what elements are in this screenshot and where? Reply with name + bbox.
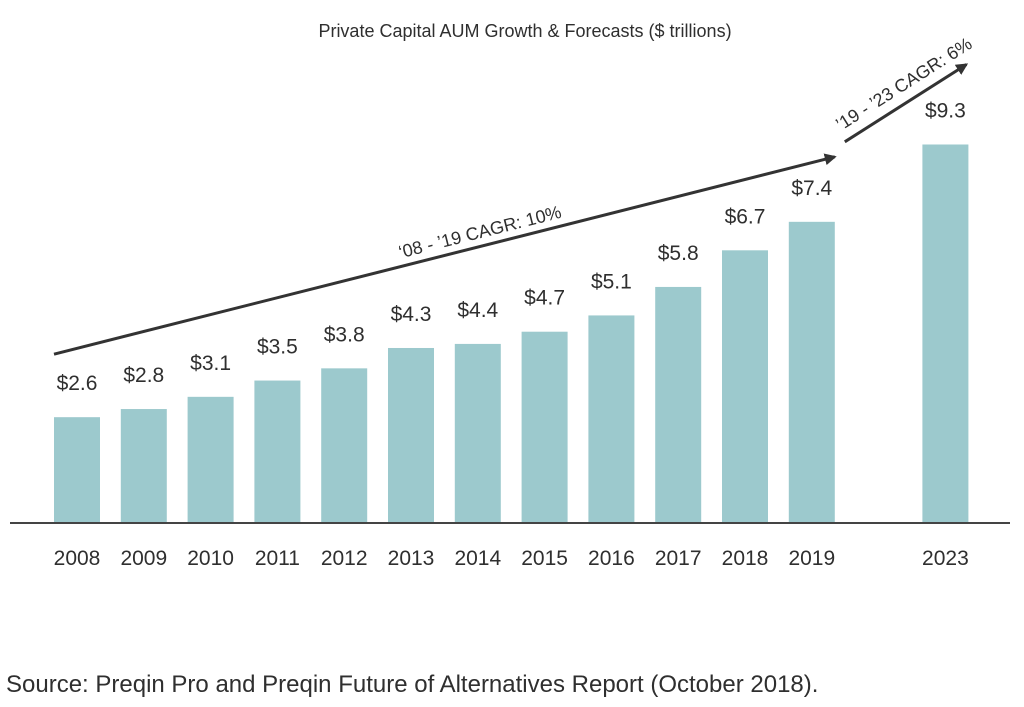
bar-2008 [54,417,100,523]
x-tick-label-2010: 2010 [187,547,234,570]
bar-2018 [722,250,768,523]
value-label-2010: $3.1 [190,352,231,375]
bar-2012 [321,368,368,523]
x-tick-label-2011: 2011 [255,547,300,570]
value-label-2023: $9.3 [925,99,966,122]
x-tick-label-2012: 2012 [321,547,368,570]
x-tick-label-2018: 2018 [722,547,769,570]
x-tick-label-2017: 2017 [655,547,702,570]
value-label-2014: $4.4 [457,299,498,322]
bar-2019 [788,221,835,523]
x-tick-label-2008: 2008 [54,547,101,570]
value-label-2015: $4.7 [524,287,565,310]
bar-2010 [187,396,234,523]
value-label-2008: $2.6 [57,372,98,395]
cagr-arrow-2 [843,63,969,144]
value-label-2016: $5.1 [591,270,632,293]
bar-2017 [655,286,702,523]
value-labels-group: $2.6 $2.8 $3.1 $3.5 $3.8 $4.3 $4.4 $4.7 $5.1 $5.8… [57,99,966,395]
x-tick-labels-group: 2008 2009 2010 2011 2012 2013 2014 2015 2016 2017… [54,547,969,570]
value-label-2017: $5.8 [658,242,699,265]
value-label-2013: $4.3 [391,303,432,326]
bar-2015 [521,331,568,523]
source-note: Source: Preqin Pro and Preqin Future of … [6,671,818,698]
value-label-2019: $7.4 [791,177,832,200]
x-tick-label-2019: 2019 [788,547,835,570]
bar-2011 [254,380,301,523]
bar-2023 [922,144,969,524]
x-tick-label-2015: 2015 [521,547,568,570]
bar-2009 [120,409,167,523]
bar-2016 [588,315,635,523]
value-label-2009: $2.8 [123,364,164,387]
x-tick-label-2009: 2009 [120,547,167,570]
x-tick-label-2014: 2014 [454,547,501,570]
value-label-2011: $3.5 [257,336,298,359]
x-tick-label-2016: 2016 [588,547,635,570]
chart-title: Private Capital AUM Growth & Forecasts (… [318,21,731,41]
value-label-2012: $3.8 [324,323,365,346]
bars-group [54,144,969,524]
x-tick-label-2023: 2023 [922,547,969,570]
x-tick-label-2013: 2013 [388,547,435,570]
bar-2013 [388,347,434,523]
cagr-annotations-group: ‘08 - ’19 CAGR: 10%’19 - ’23 CAGR: 6% [53,33,976,356]
bar-2014 [454,343,501,523]
cagr-arrow-1 [53,153,837,356]
value-label-2018: $6.7 [725,205,766,228]
